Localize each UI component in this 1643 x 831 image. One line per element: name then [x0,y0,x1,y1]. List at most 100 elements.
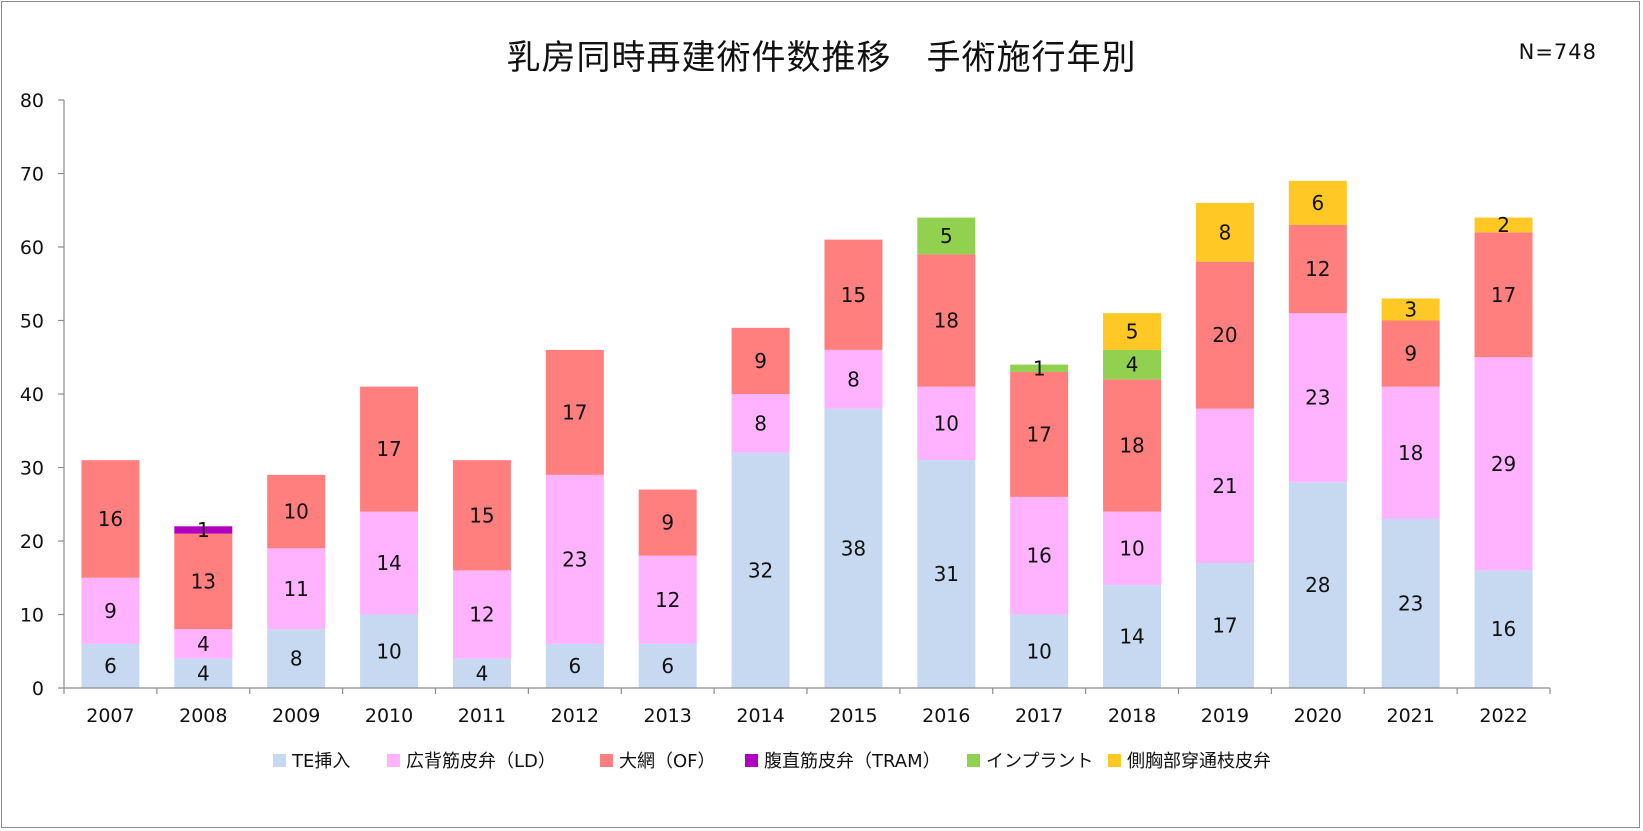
x-tick-label: 2020 [1294,705,1342,727]
bar-segment [638,643,697,688]
legend-label: 腹直筋皮弁（TRAM） [764,751,941,772]
data-label: 14 [376,551,401,575]
bar-segment [1010,614,1069,688]
data-label: 32 [748,558,773,582]
data-label: 17 [1491,283,1516,307]
bar-segment [917,217,976,255]
data-label: 17 [376,437,401,461]
bar-segment [824,349,883,409]
bar-segment [360,511,419,615]
bar-segment [267,474,326,549]
data-label: 10 [376,639,401,663]
legend-swatch [1108,754,1121,767]
y-tick-label: 50 [20,311,44,333]
data-label: 6 [568,654,581,678]
bar-segment [1195,261,1254,409]
data-label: 23 [1305,386,1330,410]
bar-segment [1010,371,1069,497]
bar-segment [917,386,976,461]
bar-segment [824,408,883,688]
x-tick-label: 2007 [86,705,134,727]
x-tick-label: 2018 [1108,705,1156,727]
bar-segment [1195,408,1254,564]
bar-segment [545,474,604,644]
data-label: 6 [104,654,117,678]
data-label: 4 [1126,353,1139,377]
data-label: 18 [1398,441,1423,465]
bar-segment [1474,357,1533,571]
legend-label: TE挿入 [291,751,350,772]
data-label: 16 [98,507,123,531]
data-labels-group: 6916441318111010141741215623176129328938… [98,191,1517,685]
bar-segment [174,629,233,659]
data-label: 4 [197,661,210,685]
data-label: 8 [290,647,303,671]
bar-segment [1288,313,1347,483]
bar-segment [452,460,511,571]
data-label: 23 [562,547,587,571]
legend-swatch [600,754,613,767]
data-label: 18 [1119,433,1144,457]
bar-segment [1381,518,1440,688]
bar-segment [81,460,140,578]
x-tick-label: 2017 [1015,705,1063,727]
y-tick-label: 40 [20,384,44,406]
bar-segment [267,548,326,630]
data-label: 10 [934,411,959,435]
bar-segment [174,526,233,534]
bar-segment [1381,298,1440,321]
x-tick-label: 2010 [365,705,413,727]
data-label: 23 [1398,591,1423,615]
y-tick-label: 20 [20,531,44,553]
data-label: 5 [1126,320,1139,344]
bar-segment [1288,180,1347,225]
data-label: 18 [934,309,959,333]
x-tick-label: 2021 [1387,705,1435,727]
bar-segment [1103,313,1162,350]
data-label: 12 [655,588,680,612]
data-label: 3 [1404,297,1417,321]
data-label: 8 [754,411,767,435]
x-tick-label: 2016 [922,705,970,727]
legend-label: 大網（OF） [619,751,716,772]
data-label: 9 [1404,342,1417,366]
data-label: 4 [476,661,489,685]
bar-segment [1381,386,1440,519]
bar-segment [452,658,511,688]
bar-segment [1474,217,1533,233]
x-tick-label: 2009 [272,705,320,727]
x-tick-label: 2015 [829,705,877,727]
legend-swatch [745,754,758,767]
bar-segment [1103,511,1162,586]
bar-segment [731,327,790,394]
bar-segment [1010,364,1069,372]
data-label: 13 [191,569,216,593]
bar-segment [638,555,697,644]
data-label: 38 [841,536,866,560]
sample-size-label: N=748 [1518,40,1597,64]
data-label: 15 [841,283,866,307]
bar-segment [824,239,883,350]
y-tick-label: 30 [20,458,44,480]
bar-segment [731,394,790,453]
data-label: 4 [197,632,210,656]
y-tick-label: 70 [20,164,44,186]
data-label: 8 [1219,220,1232,244]
bar-segment [174,658,233,688]
bar-segment [1103,585,1162,688]
data-label: 1 [1033,356,1046,380]
data-label: 11 [283,577,308,601]
bar-segment [917,460,976,688]
data-label: 17 [1212,614,1237,638]
data-label: 12 [1305,257,1330,281]
x-tick-label: 2008 [179,705,227,727]
bar-segment [1288,482,1347,688]
data-label: 17 [562,400,587,424]
data-label: 8 [847,367,860,391]
y-tick-label: 80 [20,90,44,112]
bar-segment [360,614,419,688]
data-label: 9 [661,511,674,535]
